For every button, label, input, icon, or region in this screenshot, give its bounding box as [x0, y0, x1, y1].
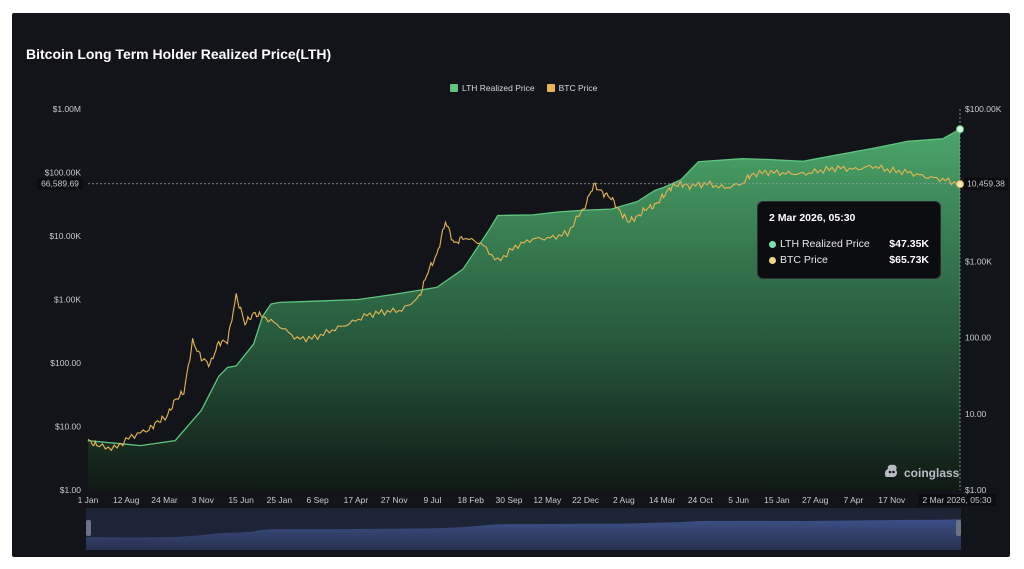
y-left-tick: $1.00M — [53, 104, 81, 114]
crosshair-left-label-box — [37, 177, 83, 190]
lth-marker — [956, 125, 964, 134]
x-tick: 5 Jun — [728, 495, 749, 505]
legend-item-lth[interactable]: LTH Realized Price — [450, 83, 535, 93]
lth-series — [87, 128, 961, 490]
navigator-left-handle[interactable] — [86, 520, 91, 536]
legend-item-btc[interactable]: BTC Price — [546, 83, 598, 93]
crosshair-right-label: 10,459.38 — [967, 179, 1005, 189]
x-tick: 18 Feb — [457, 495, 484, 505]
legend-swatch-btc — [546, 84, 555, 92]
x-tick: 24 Oct — [688, 495, 714, 505]
watermark-text: coinglass — [904, 465, 960, 480]
tooltip-dot-lth — [769, 240, 776, 248]
x-tick: 30 Sep — [496, 495, 523, 505]
legend: LTH Realized Price BTC Price — [450, 83, 597, 93]
legend-swatch-lth — [450, 84, 458, 92]
y-right-tick: $1.00 — [965, 485, 987, 495]
legend-label-btc: BTC Price — [558, 83, 598, 93]
x-tick: 3 Nov — [192, 495, 215, 505]
x-tick: 7 Apr — [844, 495, 864, 505]
tooltip-value-btc: $65.73K — [889, 254, 929, 266]
axes: $1.00 $10.00 $100.00 $1.00K $10.00K $100.00K $… — [45, 104, 1002, 505]
coinglass-logo-icon — [882, 462, 900, 483]
tooltip-label-lth: LTH Realized Price — [780, 238, 870, 250]
y-left-tick: $10.00 — [55, 422, 81, 432]
tooltip-row-btc: BTC Price $65.73K — [769, 254, 929, 266]
x-tick: 15 Jan — [764, 495, 790, 505]
y-right-tick: 100.00 — [965, 333, 991, 343]
navigator-area — [86, 519, 961, 550]
tooltip-dot-btc — [769, 256, 776, 264]
x-tick: 12 Aug — [113, 495, 140, 505]
crosshair: 66,589.69 10,459.38 2 Mar 2026, 05:30 — [37, 109, 1008, 506]
x-tick: 25 Jan — [267, 495, 293, 505]
tooltip-label-btc: BTC Price — [780, 254, 828, 266]
y-left-tick: $10.00K — [49, 231, 81, 241]
y-left-tick: $100.00 — [50, 358, 81, 368]
navigator-right-handle[interactable] — [956, 520, 961, 536]
x-tick: 17 Apr — [344, 495, 369, 505]
watermark: coinglass — [882, 462, 959, 483]
legend-label-lth: LTH Realized Price — [462, 83, 535, 93]
x-tick: 27 Aug — [802, 495, 829, 505]
y-left-tick: $1.00 — [60, 485, 82, 495]
btc-marker — [956, 180, 964, 189]
tooltip-value-lth: $47.35K — [889, 238, 929, 250]
x-tick: 22 Dec — [572, 495, 600, 505]
crosshair-left-label: 66,589.69 — [41, 179, 79, 189]
x-tick: 9 Jul — [423, 495, 441, 505]
x-tick: 17 Nov — [878, 495, 906, 505]
chart-title: Bitcoin Long Term Holder Realized Price(… — [26, 46, 332, 62]
tooltip-date: 2 Mar 2026, 05:30 — [769, 212, 856, 224]
x-tick: 2 Aug — [613, 495, 635, 505]
tooltip: 2 Mar 2026, 05:30 LTH Realized Price $47… — [757, 201, 941, 279]
x-tick: 1 Jan — [78, 495, 99, 505]
x-tick: 24 Mar — [151, 495, 178, 505]
x-tick: 12 May — [533, 495, 562, 505]
y-left-tick: $100.00K — [45, 168, 82, 178]
btc-line — [87, 164, 961, 452]
y-right-tick: $1.00K — [965, 256, 992, 266]
y-right-tick: $100.00K — [965, 104, 1002, 114]
y-left-tick: $1.00K — [54, 295, 81, 305]
btc-series — [87, 164, 961, 452]
tooltip-row-lth: LTH Realized Price $47.35K — [769, 238, 929, 250]
crosshair-date-label: 2 Mar 2026, 05:30 — [923, 495, 992, 505]
x-tick: 14 Mar — [649, 495, 676, 505]
lth-line — [87, 128, 961, 447]
lth-area — [88, 129, 960, 490]
crosshair-right-label-box — [964, 177, 1008, 190]
range-navigator[interactable] — [86, 508, 961, 550]
x-tick: 15 Jun — [228, 495, 254, 505]
x-tick: 27 Nov — [381, 495, 409, 505]
x-tick: 6 Sep — [307, 495, 329, 505]
crosshair-date-box — [918, 494, 996, 506]
y-right-tick: 10.00 — [965, 409, 987, 419]
